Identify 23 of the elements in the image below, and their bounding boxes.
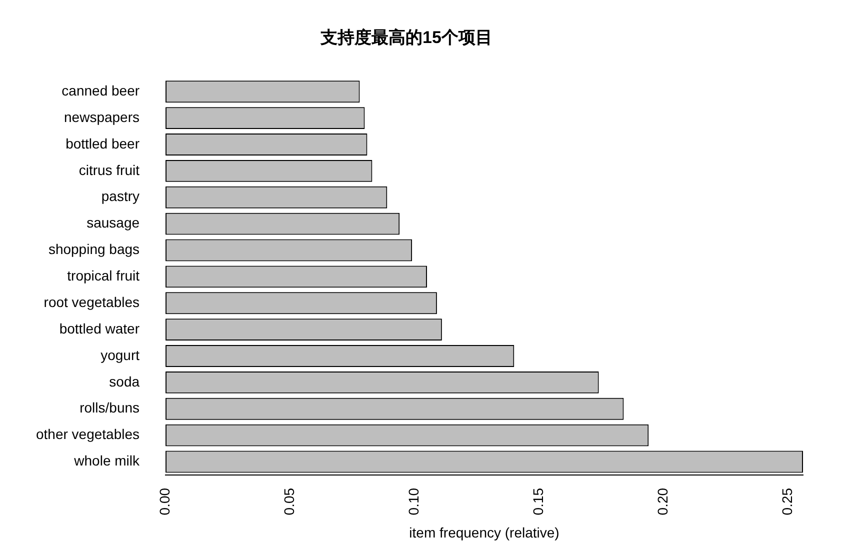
y-tick-label: bottled beer: [66, 135, 140, 152]
y-tick-label: sausage: [86, 214, 140, 231]
y-tick-label: rolls/buns: [80, 400, 140, 416]
y-tick-label: newspapers: [64, 108, 140, 125]
y-tick-label: soda: [109, 373, 140, 390]
y-tick-label: root vegetables: [44, 294, 140, 310]
y-tick-label: other vegetables: [36, 426, 140, 442]
y-tick-label: canned beer: [62, 82, 140, 98]
y-tick-label: bottled water: [59, 320, 140, 336]
y-tick-label: yogurt: [100, 346, 140, 363]
x-axis-title: item frequency (relative): [409, 524, 560, 540]
x-tick-label: 0.25: [778, 488, 795, 516]
y-tick-label: tropical fruit: [67, 268, 140, 284]
x-tick-label: 0.15: [530, 488, 546, 516]
y-tick-label: whole milk: [73, 452, 141, 469]
chart-title: 支持度最高的15个项目: [320, 28, 492, 47]
y-tick-label: citrus fruit: [78, 162, 140, 178]
x-tick-label: 0.10: [405, 488, 422, 516]
x-tick-label: 0.20: [654, 488, 670, 516]
y-tick-label: pastry: [101, 188, 140, 204]
x-tick-label: 0.05: [280, 488, 297, 516]
y-tick-label: shopping bags: [48, 241, 140, 258]
x-tick-label: 0.00: [156, 488, 172, 516]
